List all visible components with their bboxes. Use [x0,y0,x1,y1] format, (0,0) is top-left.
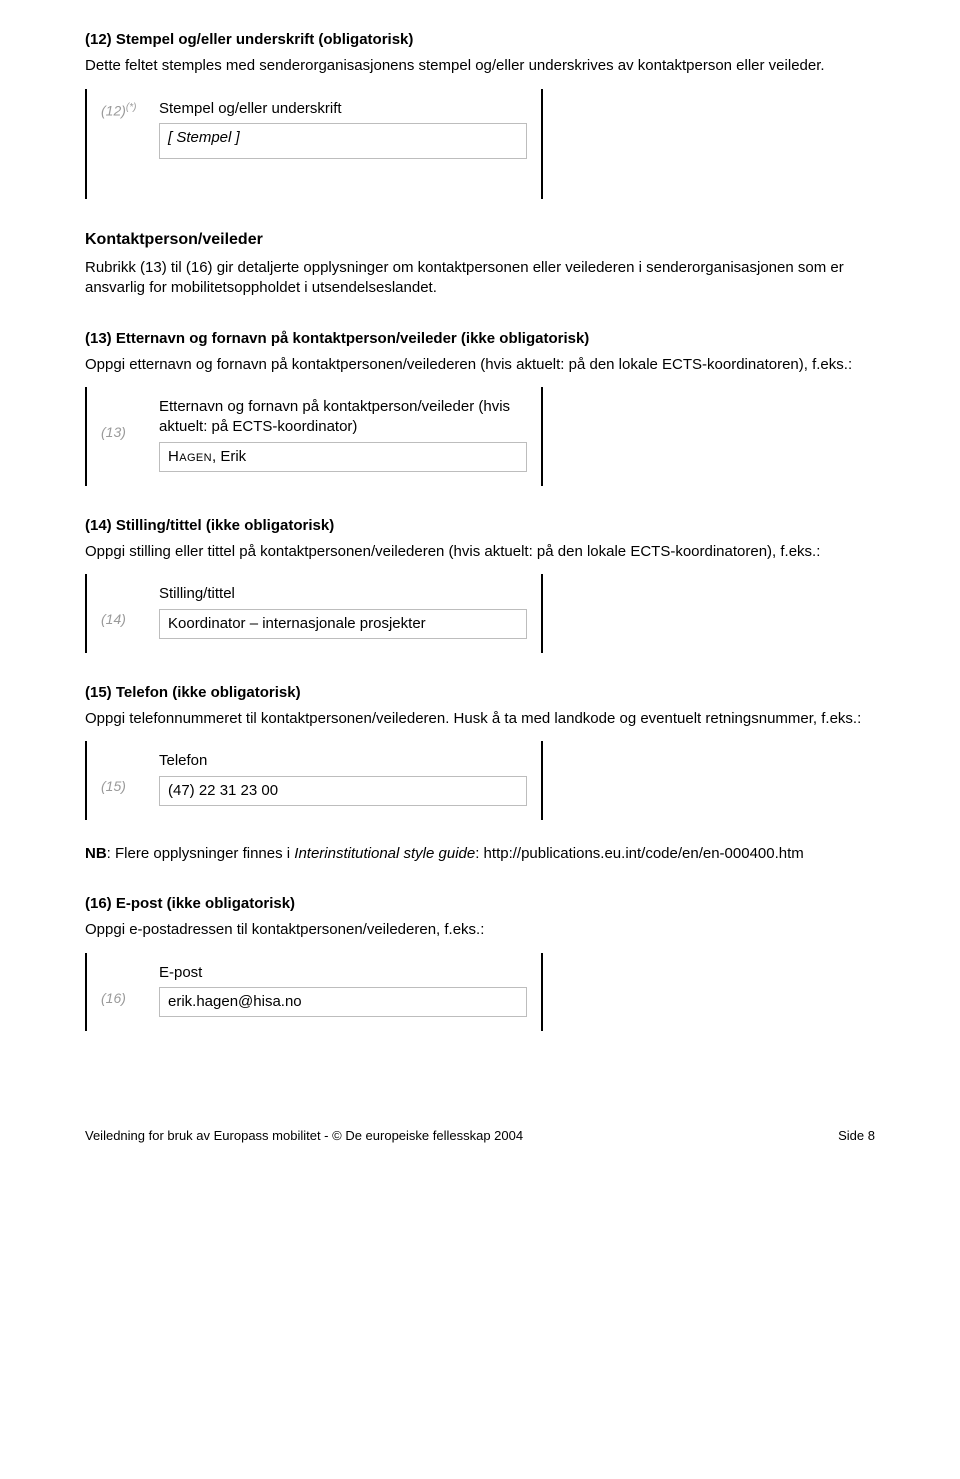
field-inner-14: Stilling/tittel Koordinator – internasjo… [159,584,527,639]
note-15-rest: : Flere opplysninger finnes i [107,845,295,862]
desc-13: Oppgi etternavn og fornavn på kontaktper… [85,355,875,375]
field-num-16: (16) [101,963,147,1008]
note-15-bold: NB [85,845,107,862]
field-num-13: (13) [101,397,147,442]
note-15-tail: : http://publications.eu.int/code/en/en-… [475,845,804,862]
desc-14: Oppgi stilling eller tittel på kontaktpe… [85,542,875,562]
footer-left: Veiledning for bruk av Europass mobilite… [85,1127,523,1145]
field-label-14: Stilling/tittel [159,584,527,604]
field-label-13: Etternavn og fornavn på kontaktperson/ve… [159,397,527,438]
field-label-16: E-post [159,963,527,983]
field-box-12: (12)(*) Stempel og/eller underskrift [ S… [85,89,543,199]
page-footer: Veiledning for bruk av Europass mobilite… [85,1121,875,1145]
field-inner-15: Telefon (47) 22 31 23 00 [159,751,527,806]
section-12: (12) Stempel og/eller underskrift (oblig… [85,30,875,199]
desc-12: Dette feltet stemples med senderorganisa… [85,56,875,76]
field-value-13-rest: , Erik [212,448,246,465]
heading-12: (12) Stempel og/eller underskrift (oblig… [85,30,875,50]
heading-kp: Kontaktperson/veileder [85,229,875,251]
field-value-13: Hagen, Erik [159,442,527,472]
field-num-12-text: (12) [101,102,126,118]
heading-15: (15) Telefon (ikke obligatorisk) [85,683,875,703]
section-14: (14) Stilling/tittel (ikke obligatorisk)… [85,516,875,653]
desc-kp: Rubrikk (13) til (16) gir detaljerte opp… [85,258,875,299]
note-15: NB: Flere opplysninger finnes i Interins… [85,844,875,864]
field-value-13-surname: Hagen [168,448,212,465]
field-value-12: [ Stempel ] [159,123,527,159]
heading-16: (16) E-post (ikke obligatorisk) [85,894,875,914]
field-value-14: Koordinator – internasjonale prosjekter [159,609,527,639]
footer-right: Side 8 [838,1127,875,1145]
field-inner-16: E-post erik.hagen@hisa.no [159,963,527,1018]
desc-15: Oppgi telefonnummeret til kontaktpersone… [85,709,875,729]
field-box-14: (14) Stilling/tittel Koordinator – inter… [85,574,543,653]
heading-14: (14) Stilling/tittel (ikke obligatorisk) [85,516,875,536]
field-num-15: (15) [101,751,147,796]
field-inner-12: Stempel og/eller underskrift [ Stempel ] [159,99,527,159]
desc-16: Oppgi e-postadressen til kontaktpersonen… [85,920,875,940]
section-13: (13) Etternavn og fornavn på kontaktpers… [85,329,875,486]
field-num-12-star: (*) [126,102,137,113]
field-value-16: erik.hagen@hisa.no [159,987,527,1017]
field-box-15: (15) Telefon (47) 22 31 23 00 [85,741,543,820]
section-15: (15) Telefon (ikke obligatorisk) Oppgi t… [85,683,875,864]
field-label-12: Stempel og/eller underskrift [159,99,527,119]
field-box-16: (16) E-post erik.hagen@hisa.no [85,953,543,1032]
field-label-15: Telefon [159,751,527,771]
heading-13: (13) Etternavn og fornavn på kontaktpers… [85,329,875,349]
field-box-13: (13) Etternavn og fornavn på kontaktpers… [85,387,543,486]
field-num-12: (12)(*) [101,99,147,121]
field-value-15: (47) 22 31 23 00 [159,776,527,806]
field-num-14: (14) [101,584,147,629]
section-16: (16) E-post (ikke obligatorisk) Oppgi e-… [85,894,875,1031]
section-kp: Kontaktperson/veileder Rubrikk (13) til … [85,229,875,299]
note-15-italic: Interinstitutional style guide [294,845,475,862]
field-inner-13: Etternavn og fornavn på kontaktperson/ve… [159,397,527,472]
